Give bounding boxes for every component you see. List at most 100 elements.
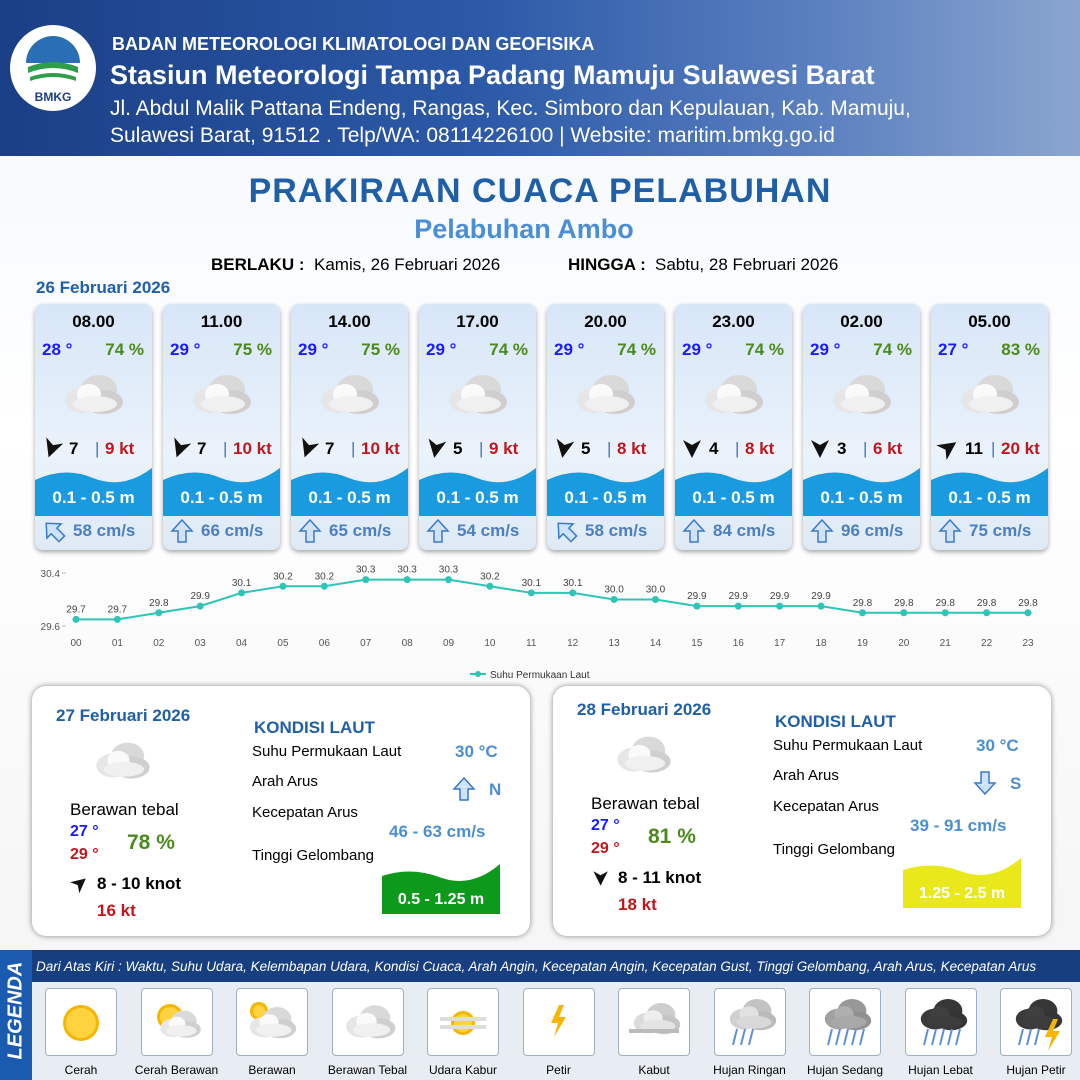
current-speed: 46 - 63 cm/s (389, 822, 486, 841)
current-speed: 75 cm/s (969, 521, 1032, 540)
temperature: 29 ° (426, 340, 457, 359)
legend-icon (618, 988, 690, 1056)
current-speed: 65 cm/s (329, 521, 392, 540)
separator: | (735, 439, 740, 458)
legend-title: LEGENDA (4, 961, 27, 1060)
point (196, 602, 204, 610)
temperature: 27 ° (938, 340, 969, 359)
x-tick-label: 14 (650, 638, 662, 649)
legend-item-label: Cerah (64, 1063, 98, 1077)
day-date: 28 Februari 2026 (577, 700, 712, 719)
temp-min: 27 ° (70, 823, 99, 840)
x-tick-label: 22 (981, 638, 993, 649)
wind-speed: 7 (325, 439, 335, 458)
wind: 8 - 11 knot (618, 868, 702, 887)
point (362, 576, 370, 584)
time: 02.00 (840, 312, 883, 331)
wave-height: 0.1 - 0.5 m (564, 488, 647, 507)
gust: 10 kt (233, 439, 272, 458)
wave-height: 0.1 - 0.5 m (52, 488, 135, 507)
separator: | (223, 439, 228, 458)
point (279, 582, 287, 590)
temperature: 28 ° (42, 340, 73, 359)
legend-item-label: Cerah Berawan (134, 1063, 219, 1077)
legend-item-label: Berawan Tebal (327, 1063, 408, 1077)
sst-label: Suhu Permukaan Laut (773, 737, 923, 754)
sst-label: Suhu Permukaan Laut (252, 743, 402, 760)
wind-arrow (811, 440, 829, 458)
wind-speed: 7 (69, 439, 79, 458)
x-tick-label: 23 (1022, 638, 1034, 649)
weather-icon (65, 375, 123, 414)
wave-band (35, 468, 152, 516)
logo-mark (26, 36, 80, 81)
current-dir-label: Arah Arus (773, 767, 839, 784)
humidity: 74 % (873, 340, 912, 359)
gust: 20 kt (1001, 439, 1040, 458)
x-tick-label: 03 (195, 638, 207, 649)
wave-label: Tinggi Gelombang (773, 841, 896, 858)
wind-speed: 7 (197, 439, 207, 458)
data-label: 30.1 (563, 578, 583, 589)
weather-icon (193, 375, 251, 414)
humidity: 74 % (745, 340, 784, 359)
valid-from-label: BERLAKU : (211, 255, 305, 274)
point (155, 609, 163, 617)
current-dir: N (489, 780, 502, 799)
current-speed-label: Kecepatan Arus (252, 804, 358, 821)
wind-arrow (70, 878, 86, 894)
legend-icon (522, 988, 595, 1056)
current-dir-label: Arah Arus (252, 773, 318, 790)
temp-min: 27 ° (591, 817, 620, 834)
time: 05.00 (968, 312, 1011, 331)
point (486, 582, 494, 590)
current-speed: 58 cm/s (73, 521, 136, 540)
wind-arrow (683, 440, 701, 458)
current-arrow (810, 518, 834, 543)
current-arrow (682, 518, 706, 543)
separator: | (863, 439, 868, 458)
logo-text: BMKG (34, 90, 72, 104)
legend-icon (713, 988, 786, 1056)
legend-icon (236, 988, 308, 1056)
legend-item-label: Hujan Sedang (806, 1063, 884, 1077)
current-arrow (973, 771, 997, 796)
data-label: 29.8 (977, 598, 997, 609)
current-arrow (170, 518, 194, 543)
weather-icon (449, 375, 507, 414)
time: 08.00 (72, 312, 115, 331)
wind-speed: 5 (581, 439, 591, 458)
current-speed-label: Kecepatan Arus (773, 798, 879, 815)
wave-height: 0.1 - 0.5 m (180, 488, 263, 507)
gust: 9 kt (105, 439, 135, 458)
x-tick-label: 02 (153, 638, 165, 649)
temperature: 29 ° (810, 340, 841, 359)
x-tick-label: 04 (236, 638, 248, 649)
point (900, 609, 908, 617)
x-tick-label: 08 (402, 638, 414, 649)
wind: 8 - 10 knot (97, 874, 182, 893)
data-label: 30.0 (646, 585, 666, 596)
separator: | (95, 439, 100, 458)
current-arrow (452, 776, 476, 801)
weather-icon (961, 375, 1019, 414)
wave-height: 0.5 - 1.25 m (397, 891, 485, 908)
point (776, 602, 784, 610)
data-label: 30.2 (315, 571, 335, 582)
humidity: 74 % (617, 340, 656, 359)
wind-speed: 5 (453, 439, 463, 458)
sst: 30 °C (455, 742, 498, 761)
legend-label: Suhu Permukaan Laut (490, 670, 590, 681)
temperature: 29 ° (682, 340, 713, 359)
legend-icon (331, 988, 404, 1056)
legend-side (0, 950, 32, 1080)
x-tick-label: 01 (112, 638, 124, 649)
weather-icon (617, 736, 671, 773)
current-dir: S (1010, 774, 1022, 793)
gust: 10 kt (361, 439, 400, 458)
data-label: 30.2 (480, 571, 500, 582)
point (403, 576, 411, 584)
wave-band (419, 468, 536, 516)
humidity: 83 % (1001, 340, 1040, 359)
